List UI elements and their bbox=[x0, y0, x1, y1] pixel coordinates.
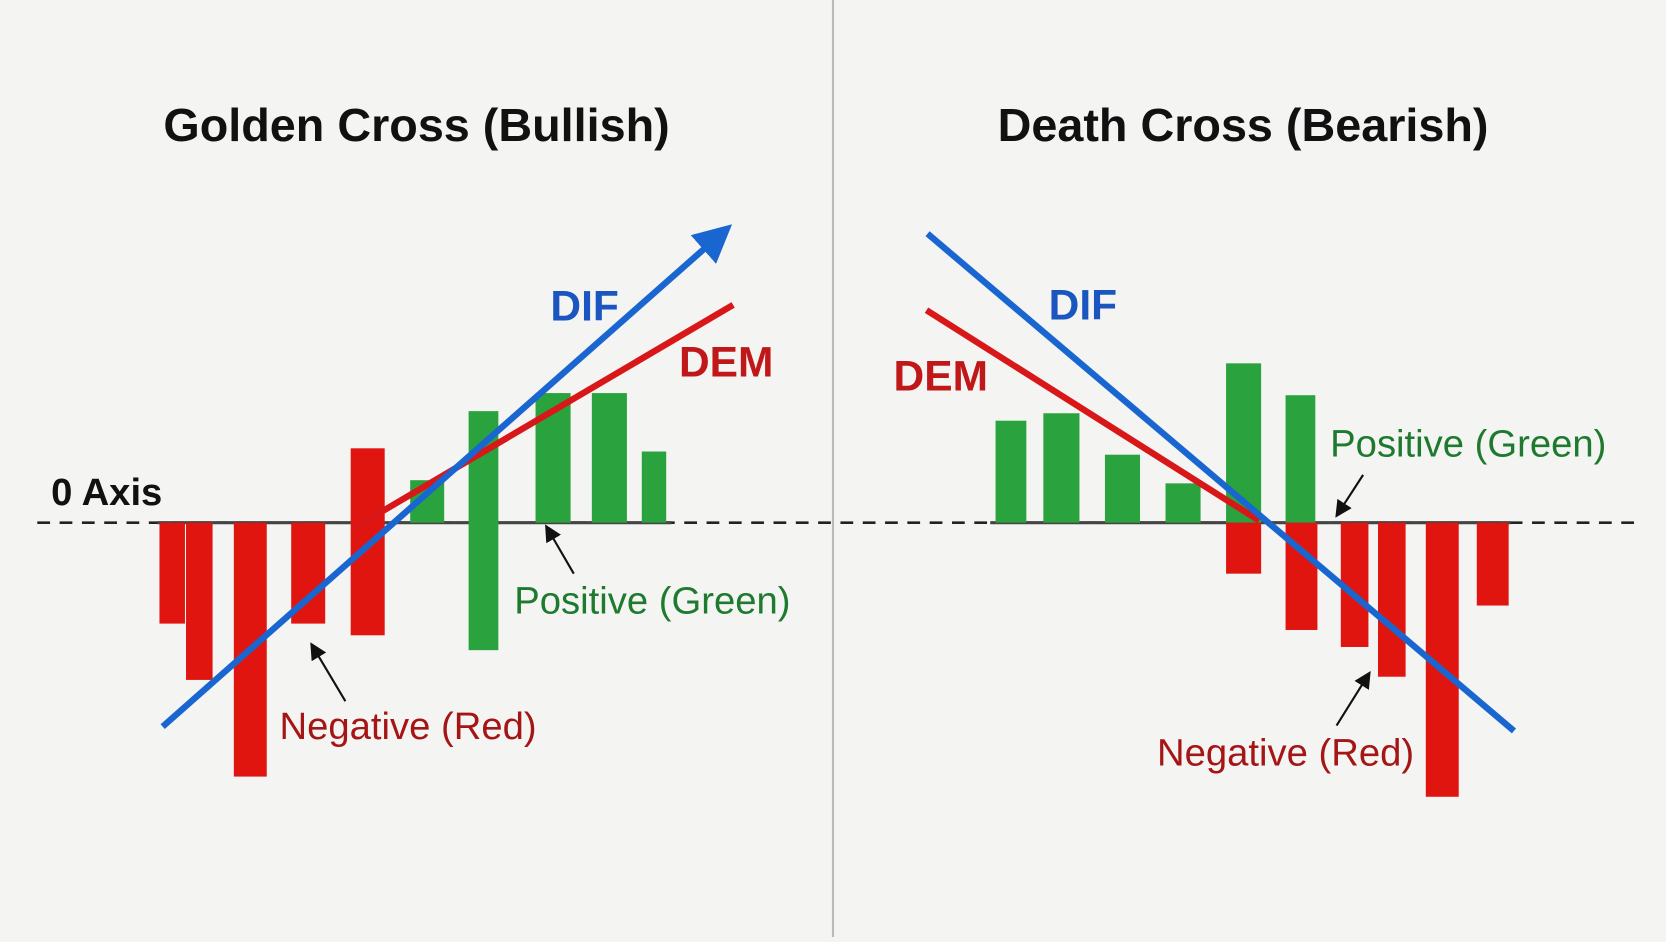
panel-title: Death Cross (Bearish) bbox=[998, 99, 1489, 151]
dem-line bbox=[924, 307, 1261, 524]
dif-line bbox=[925, 231, 1517, 734]
dem-label: DEM bbox=[894, 353, 988, 400]
dif-label: DIF bbox=[1049, 282, 1117, 329]
negative-label: Negative (Red) bbox=[1157, 731, 1414, 774]
positive-label: Positive (Green) bbox=[1330, 422, 1606, 465]
right-bars bbox=[995, 363, 1509, 797]
callout-arrows bbox=[310, 474, 1371, 727]
negative-label: Negative (Red) bbox=[280, 705, 537, 748]
left-bars bbox=[159, 393, 667, 777]
axis-label: 0 Axis bbox=[51, 471, 162, 514]
dem-label: DEM bbox=[679, 340, 773, 387]
dif-label: DIF bbox=[550, 283, 618, 330]
positive-label: Positive (Green) bbox=[514, 580, 790, 623]
dif-line bbox=[160, 224, 733, 730]
panel-title: Golden Cross (Bullish) bbox=[163, 99, 669, 151]
dem-line bbox=[352, 302, 735, 531]
